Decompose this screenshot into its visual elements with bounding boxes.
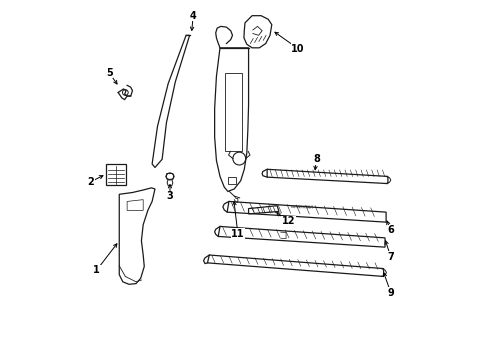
Text: 6: 6 — [388, 225, 394, 235]
Text: 8: 8 — [313, 154, 320, 164]
Text: 7: 7 — [388, 252, 394, 262]
Text: WINDSTAR: WINDSTAR — [291, 205, 314, 210]
Text: 12: 12 — [282, 216, 295, 226]
Text: 2: 2 — [87, 177, 94, 187]
Text: 10: 10 — [291, 44, 305, 54]
Bar — [228, 177, 236, 184]
Text: 3: 3 — [167, 191, 173, 201]
Text: 9: 9 — [388, 288, 394, 297]
Bar — [225, 73, 243, 152]
Text: 1: 1 — [94, 265, 100, 275]
Text: 11: 11 — [231, 229, 245, 239]
Text: 4: 4 — [190, 11, 196, 21]
Text: 5: 5 — [106, 68, 113, 78]
Bar — [106, 164, 126, 185]
